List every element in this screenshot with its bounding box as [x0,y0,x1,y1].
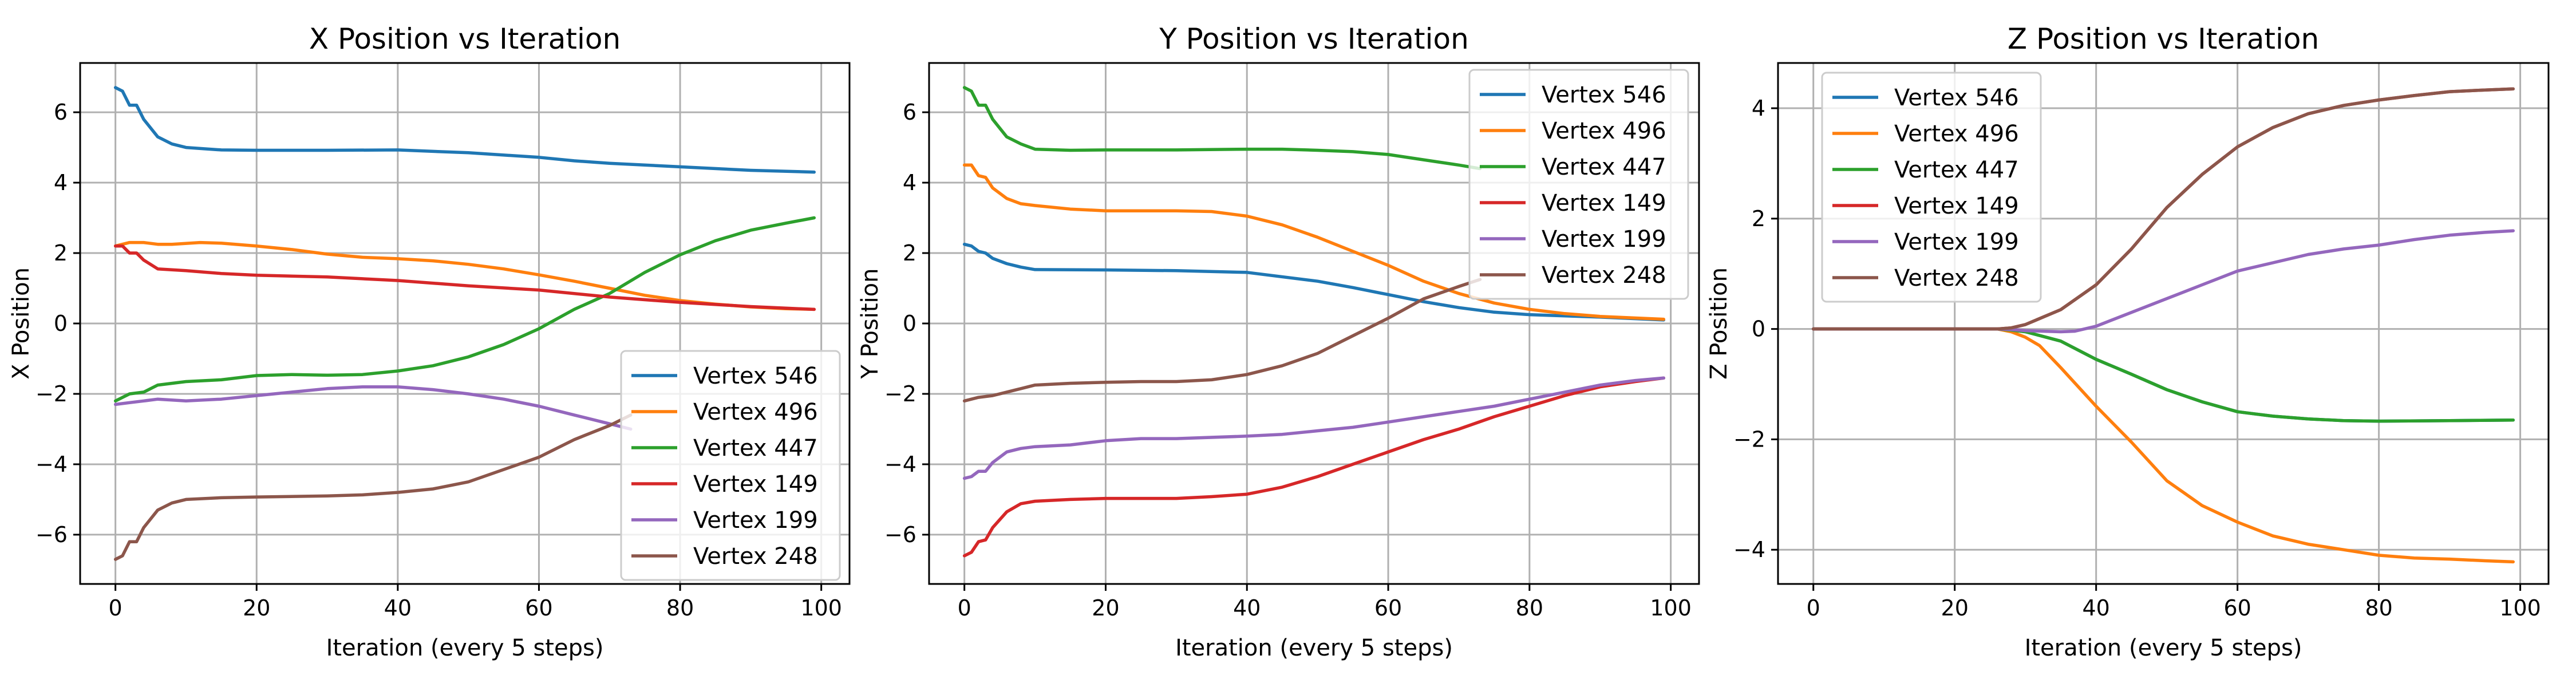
legend-label: Vertex 149 [1542,190,1666,216]
series-line-vertex-546 [113,86,816,174]
y-tick-label: −6 [35,522,68,547]
legend-label: Vertex 496 [1894,121,2019,147]
series-line-vertex-447 [962,86,1482,171]
y-axis-label: X Position [8,267,34,380]
x-tick-label: 100 [800,595,842,621]
legend-label: Vertex 447 [693,435,818,461]
x-tick-label: 0 [1807,595,1820,621]
x-tick-label: 80 [2365,595,2392,621]
series-line-vertex-447 [113,216,816,403]
x-axis-label: Iteration (every 5 steps) [326,635,604,661]
legend-label: Vertex 546 [1894,85,2019,111]
y-tick-label: −6 [884,522,916,547]
chart-title: X Position vs Iteration [309,22,621,56]
series-line-vertex-496 [1811,327,2515,564]
legend-label: Vertex 149 [693,471,818,498]
legend-label: Vertex 496 [1542,118,1666,144]
y-tick-label: 0 [1752,317,1765,342]
legend-label: Vertex 248 [1542,262,1666,289]
legend-label: Vertex 248 [1894,265,2019,291]
x-tick-label: 0 [958,595,971,621]
legend-label: Vertex 447 [1542,154,1666,180]
x-axis-label: Iteration (every 5 steps) [1175,635,1453,661]
legend: Vertex 546 Vertex 496 Vertex 447 Vertex 149… [620,350,841,581]
legend-box [620,350,841,581]
legend: Vertex 546 Vertex 496 Vertex 447 Vertex 149… [1821,72,2042,303]
x-tick-label: 80 [1516,595,1543,621]
legend-label: Vertex 149 [1894,193,2019,219]
x-tick-label: 40 [1233,595,1261,621]
legend-label: Vertex 546 [1542,82,1666,108]
legend-label: Vertex 199 [1894,229,2019,255]
y-tick-label: −4 [35,452,68,477]
x-tick-label: 0 [109,595,123,621]
y-tick-label: −2 [884,381,916,406]
series-line-vertex-546 [962,242,1666,322]
series-line-vertex-199 [1811,229,2515,334]
x-tick-label: 60 [525,595,552,621]
legend-box [1821,72,2042,303]
y-tick-label: 4 [1752,96,1765,121]
x-tick-label: 20 [1941,595,1969,621]
legend-box [1468,69,1689,300]
x-tick-label: 80 [666,595,694,621]
legend-label: Vertex 199 [1542,226,1666,252]
series-line-vertex-199 [962,376,1666,480]
x-tick-label: 20 [243,595,270,621]
y-tick-label: 4 [54,170,68,195]
y-axis-label: Y Position [857,269,883,380]
chart-title: Y Position vs Iteration [1159,22,1469,56]
y-tick-label: 0 [903,311,916,336]
y-tick-label: −4 [884,452,916,477]
y-tick-label: 6 [54,100,68,125]
legend-label: Vertex 447 [1894,157,2019,183]
y-tick-label: −4 [1733,537,1765,562]
y-tick-label: 4 [903,170,916,195]
x-tick-label: 60 [2223,595,2251,621]
x-axis-label: Iteration (every 5 steps) [2025,635,2302,661]
y-tick-label: 0 [54,311,68,336]
legend: Vertex 546 Vertex 496 Vertex 447 Vertex 149… [1468,69,1689,300]
y-tick-label: 2 [54,240,68,266]
x-tick-label: 20 [1092,595,1119,621]
z-position-panel: 0 20 40 60 80 100 −4 −2 0 2 4 Z Position vs Iterati… [1706,22,2550,661]
chart-title: Z Position vs Iteration [2008,22,2319,56]
x-tick-label: 40 [384,595,412,621]
x-tick-label: 100 [1650,595,1692,621]
x-tick-label: 100 [2499,595,2541,621]
legend-label: Vertex 199 [693,507,818,534]
series-line-vertex-149 [113,244,816,311]
series-line-vertex-496 [962,163,1666,321]
series-line-vertex-248 [1811,87,2515,331]
y-position-panel: 0 20 40 60 80 100 −6 −4 −2 0 2 4 6 Y Position vs Iter… [857,22,1700,661]
y-tick-label: −2 [35,381,68,406]
legend-label: Vertex 496 [693,399,818,425]
series-line-vertex-248 [962,278,1482,403]
y-tick-label: 2 [903,240,916,266]
plot-frame [1777,62,2550,585]
series-line-vertex-149 [962,376,1666,558]
x-tick-label: 60 [1374,595,1402,621]
y-tick-label: 2 [1752,206,1765,231]
series-line-vertex-248 [113,413,633,561]
legend-label: Vertex 546 [693,363,818,389]
legend-label: Vertex 248 [693,543,818,570]
y-axis-label: Z Position [1706,267,1732,380]
x-tick-label: 40 [2083,595,2110,621]
y-tick-label: 6 [903,100,916,125]
series-line-vertex-199 [113,385,633,431]
y-tick-label: −2 [1733,427,1765,452]
x-position-panel: 0 20 40 60 80 100 −6 −4 −2 0 2 4 6 X Position vs Iter… [8,22,851,661]
